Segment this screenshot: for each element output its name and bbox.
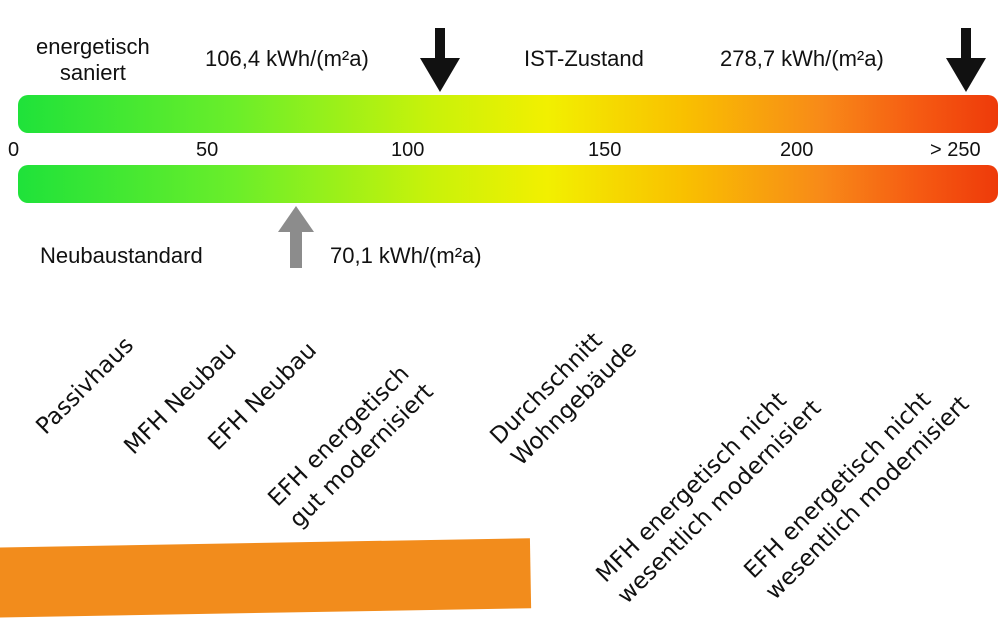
ist-zustand-label: IST-Zustand <box>524 46 644 71</box>
energetisch-saniert-label: energetisch saniert <box>36 34 150 86</box>
category-durchschnitt-wohngebaeude: Durchschnitt Wohngebäude <box>485 327 642 472</box>
tick-label: > 250 <box>930 139 981 161</box>
tick-label: 100 <box>391 139 425 161</box>
energetisch-line2: saniert <box>59 60 126 85</box>
value-new: 70,1 kWh/(m²a) <box>330 243 482 268</box>
value-renovated: 106,4 kWh/(m²a) <box>205 46 369 71</box>
tick-label: 0 <box>8 139 20 161</box>
energy-scale-bar-bottom <box>18 165 998 203</box>
decorative-orange-band <box>0 538 532 618</box>
arrow-up-icon <box>278 206 314 268</box>
tick-label: 50 <box>196 139 219 161</box>
tick-label: 150 <box>588 139 622 161</box>
arrow-down-icon <box>420 28 460 92</box>
arrow-down-icon <box>946 28 986 92</box>
energy-scale-bar-top <box>18 95 998 133</box>
tick-label: 200 <box>780 139 814 161</box>
neubaustandard-label: Neubaustandard <box>40 243 203 268</box>
energetisch-line1: energetisch <box>36 34 150 59</box>
value-current: 278,7 kWh/(m²a) <box>720 46 884 71</box>
category-passivhaus: Passivhaus <box>31 332 139 440</box>
